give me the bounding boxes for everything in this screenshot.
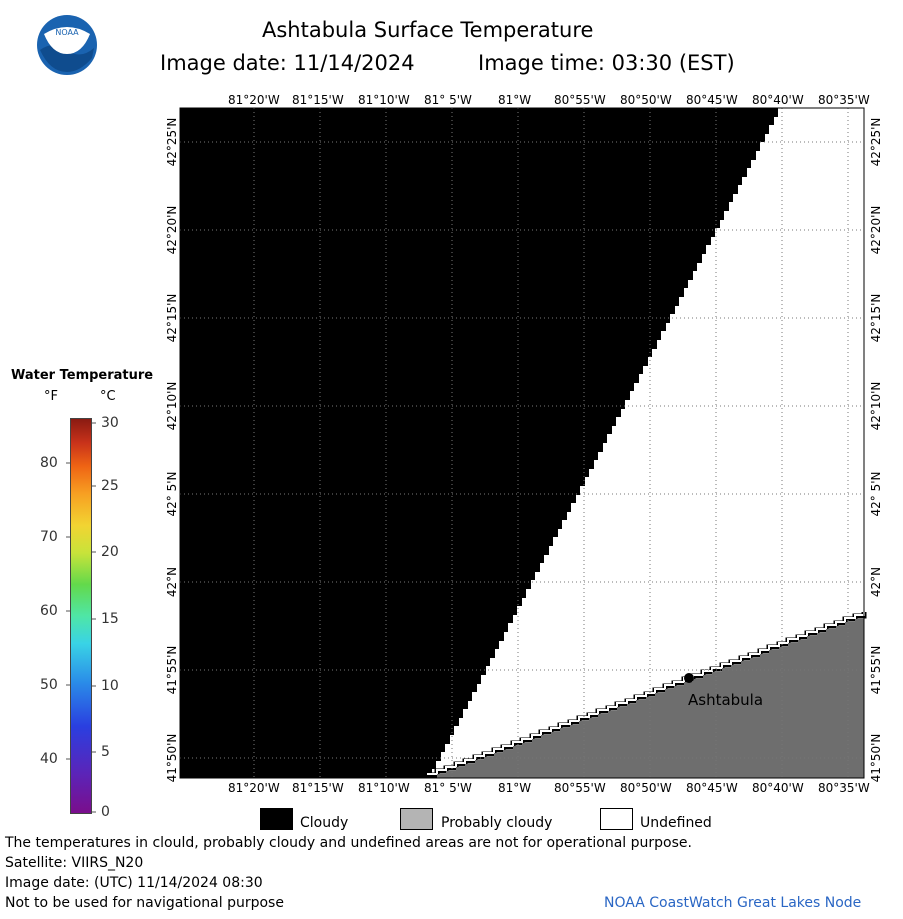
lat-label-left: 42°25'N — [165, 117, 179, 167]
lon-label-top: 80°40'W — [752, 93, 804, 107]
footer-disclaimer: The temperatures in clould, probably clo… — [5, 835, 692, 851]
place-label-ashtabula: Ashtabula — [688, 691, 764, 709]
lon-label-top: 81°W — [498, 93, 532, 107]
lon-label-top: 80°35'W — [818, 93, 870, 107]
legend-swatch-probably-cloudy — [400, 808, 433, 830]
lat-label-right: 42° 5'N — [869, 471, 883, 517]
colorbar-f-tick: 70 — [40, 529, 58, 545]
colorbar-c-tick: 15 — [101, 611, 119, 627]
legend-label-undefined: Undefined — [640, 815, 712, 831]
lat-label-left: 42°20'N — [165, 205, 179, 255]
lon-label-top: 80°55'W — [554, 93, 606, 107]
lat-label-right: 41°50'N — [869, 733, 883, 783]
legend-label-probably-cloudy: Probably cloudy — [441, 815, 553, 831]
colorbar-unit-f: °F — [44, 389, 58, 404]
colorbar-c-tick: 25 — [101, 478, 119, 494]
map-frame — [179, 107, 865, 779]
page-title: Ashtabula Surface Temperature — [262, 18, 594, 42]
colorbar-c-tick: 10 — [101, 678, 119, 694]
shoreline-highlight — [427, 611, 865, 775]
colorbar-f-tick: 60 — [40, 603, 58, 619]
lon-label-bottom: 80°45'W — [686, 781, 738, 795]
lat-label-right: 42°15'N — [869, 293, 883, 343]
footer-navigation-warning: Not to be used for navigational purpose — [5, 895, 284, 911]
lat-label-right: 42°10'N — [869, 381, 883, 431]
legend-swatch-cloudy — [260, 808, 293, 830]
colorbar-c-tick: 5 — [101, 744, 110, 760]
temperature-colorbar — [70, 418, 92, 814]
lon-label-top: 81°10'W — [358, 93, 410, 107]
colorbar-unit-c: °C — [100, 389, 116, 404]
lat-label-left: 42° 5'N — [165, 471, 179, 517]
lon-label-bottom: 80°55'W — [554, 781, 606, 795]
ashtabula-marker — [684, 673, 694, 683]
footer-satellite: Satellite: VIIRS_N20 — [5, 855, 144, 871]
lat-label-right: 42°20'N — [869, 205, 883, 255]
footer-utc-date: Image date: (UTC) 11/14/2024 08:30 — [5, 875, 263, 891]
footer-credit: NOAA CoastWatch Great Lakes Node — [604, 895, 862, 911]
lon-label-bottom: 81° 5'W — [424, 781, 472, 795]
lon-label-bottom: 81°W — [498, 781, 532, 795]
lat-label-right: 42°25'N — [869, 117, 883, 167]
image-date: Image date: 11/14/2024 — [160, 51, 415, 75]
colorbar-c-tick: 0 — [101, 804, 110, 820]
lon-label-bottom: 80°35'W — [818, 781, 870, 795]
lon-label-top: 80°50'W — [620, 93, 672, 107]
lon-label-bottom: 81°15'W — [292, 781, 344, 795]
image-time: Image time: 03:30 (EST) — [478, 51, 735, 75]
lon-label-bottom: 81°10'W — [358, 781, 410, 795]
colorbar-f-tick: 50 — [40, 677, 58, 693]
colorbar-title: Water Temperature — [11, 368, 154, 383]
legend-swatch-undefined — [600, 808, 633, 830]
lat-label-right: 42°N — [869, 566, 883, 598]
cloud-area — [180, 108, 778, 778]
colorbar-c-tick: 30 — [101, 415, 119, 431]
legend-label-cloudy: Cloudy — [300, 815, 349, 831]
lon-label-bottom: 80°50'W — [620, 781, 672, 795]
colorbar-f-tick: 40 — [40, 751, 58, 767]
lat-label-left: 42°10'N — [165, 381, 179, 431]
lon-label-bottom: 81°20'W — [228, 781, 280, 795]
lon-label-top: 81° 5'W — [424, 93, 472, 107]
noaa-logo: NOAA — [36, 14, 98, 76]
lat-label-left: 42°N — [165, 566, 179, 598]
lat-label-left: 42°15'N — [165, 293, 179, 343]
colorbar-c-tick: 20 — [101, 544, 119, 560]
lat-label-right: 41°55'N — [869, 645, 883, 695]
logo-text: NOAA — [55, 28, 79, 37]
lon-label-top: 80°45'W — [686, 93, 738, 107]
colorbar-f-tick: 80 — [40, 455, 58, 471]
lat-label-left: 41°55'N — [165, 645, 179, 695]
lon-label-top: 81°15'W — [292, 93, 344, 107]
lat-label-left: 41°50'N — [165, 733, 179, 783]
lon-label-bottom: 80°40'W — [752, 781, 804, 795]
land-area — [427, 615, 864, 778]
lon-label-top: 81°20'W — [228, 93, 280, 107]
